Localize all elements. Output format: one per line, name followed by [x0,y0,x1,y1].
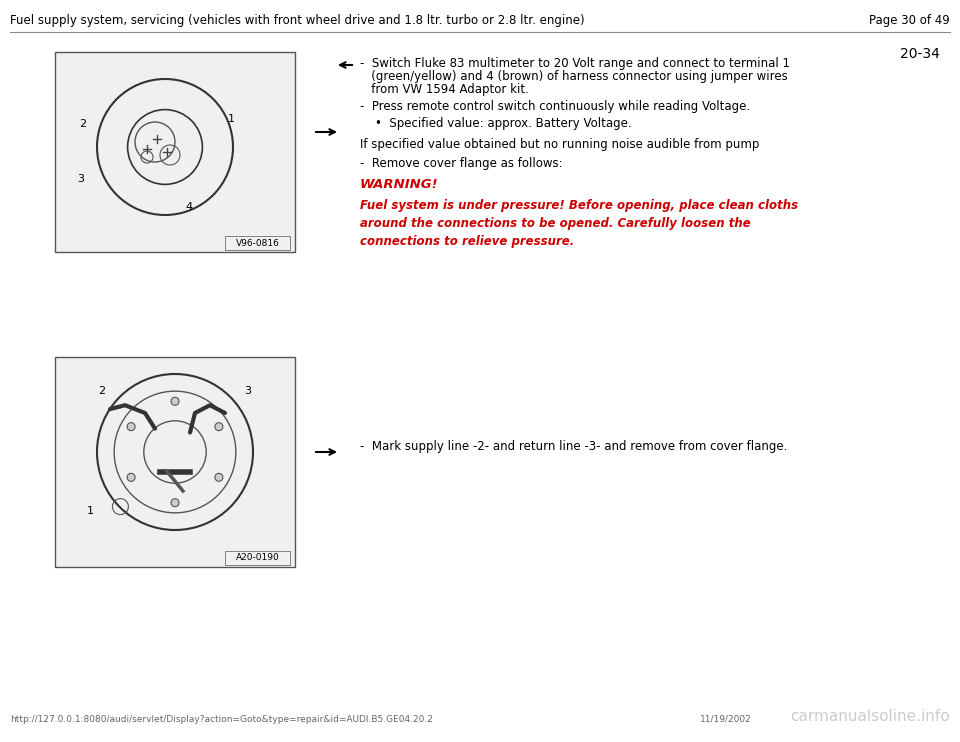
Circle shape [171,499,179,507]
Text: Fuel supply system, servicing (vehicles with front wheel drive and 1.8 ltr. turb: Fuel supply system, servicing (vehicles … [10,14,585,27]
Text: 3: 3 [245,386,252,395]
Text: 20-34: 20-34 [900,47,940,61]
Text: -  Switch Fluke 83 multimeter to 20 Volt range and connect to terminal 1: - Switch Fluke 83 multimeter to 20 Volt … [360,57,790,70]
Text: If specified value obtained but no running noise audible from pump: If specified value obtained but no runni… [360,138,759,151]
Text: -  Mark supply line -2- and return line -3- and remove from cover flange.: - Mark supply line -2- and return line -… [360,440,787,453]
Circle shape [127,423,135,430]
Circle shape [127,473,135,482]
Text: 11/19/2002: 11/19/2002 [700,715,752,724]
Text: http://127.0.0.1:8080/audi/servlet/Display?action=Goto&type=repair&id=AUDI.B5.GE: http://127.0.0.1:8080/audi/servlet/Displ… [10,715,433,724]
Text: carmanualsoline.info: carmanualsoline.info [790,709,950,724]
Text: Fuel system is under pressure! Before opening, place clean cloths
around the con: Fuel system is under pressure! Before op… [360,199,798,248]
Bar [55,52,295,252]
Circle shape [215,473,223,482]
Text: from VW 1594 Adaptor kit.: from VW 1594 Adaptor kit. [360,83,529,96]
Circle shape [171,397,179,405]
Text: (green/yellow) and 4 (brown) of harness connector using jumper wires: (green/yellow) and 4 (brown) of harness … [360,70,788,83]
Bar [55,357,295,567]
Text: A20-0190: A20-0190 [236,554,280,562]
Text: 4: 4 [185,202,192,212]
Bar [225,551,290,565]
Text: WARNING!: WARNING! [360,178,439,191]
Text: 3: 3 [77,174,84,184]
Text: 2: 2 [79,119,86,129]
Text: -  Remove cover flange as follows:: - Remove cover flange as follows: [360,157,563,170]
Text: -  Press remote control switch continuously while reading Voltage.: - Press remote control switch continuous… [360,100,750,113]
Text: 2: 2 [99,386,106,395]
Bar [225,236,290,250]
Text: 1: 1 [228,114,235,124]
Circle shape [215,423,223,430]
Text: Page 30 of 49: Page 30 of 49 [869,14,950,27]
Text: •  Specified value: approx. Battery Voltage.: • Specified value: approx. Battery Volta… [375,117,632,130]
Text: V96-0816: V96-0816 [236,238,280,248]
Text: 1: 1 [87,506,94,516]
